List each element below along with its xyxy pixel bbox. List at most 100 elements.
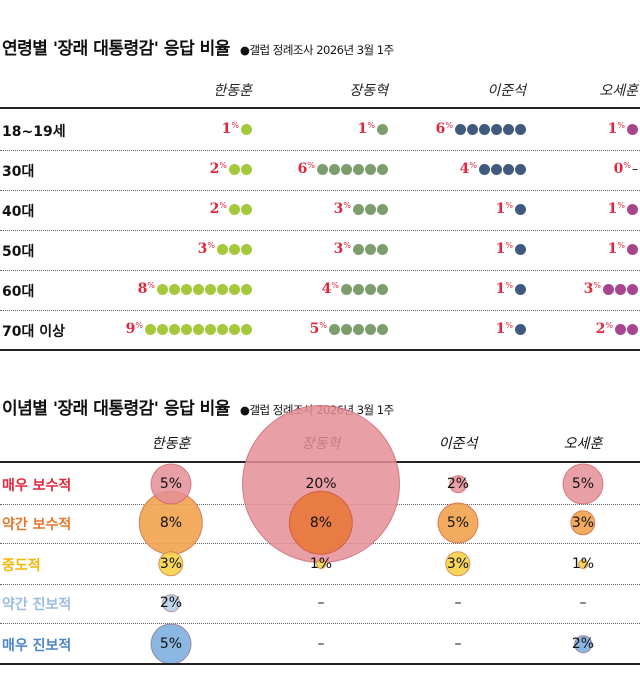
value-label: 1 bbox=[357, 121, 368, 137]
dot-mark bbox=[515, 283, 526, 295]
value-label: 2 bbox=[209, 161, 220, 177]
data-cell: 1% bbox=[222, 121, 252, 137]
row-separator bbox=[0, 270, 640, 271]
dot-mark bbox=[193, 283, 204, 295]
candidate-header: 한동훈 bbox=[213, 83, 252, 99]
percent-sign: % bbox=[331, 281, 339, 290]
dot-mark bbox=[205, 323, 216, 335]
percent-sign: % bbox=[219, 201, 227, 210]
dot-mark bbox=[515, 163, 526, 175]
bubble-mark bbox=[578, 559, 588, 569]
bottom-rule bbox=[0, 663, 640, 665]
dot-mark bbox=[169, 283, 180, 295]
percent-sign: % bbox=[623, 161, 631, 170]
candidate-header: 장동혁 bbox=[349, 83, 388, 99]
percent-sign: % bbox=[147, 281, 155, 290]
dot-mark bbox=[229, 283, 240, 295]
title-text: 연령별 '장래 대통령감' 응답 비율 bbox=[2, 39, 230, 59]
value-label: 1% bbox=[571, 556, 595, 572]
dot-mark bbox=[377, 243, 388, 255]
data-cell: 9% bbox=[126, 321, 252, 337]
bubble-mark bbox=[570, 510, 596, 536]
dot-mark bbox=[515, 323, 526, 335]
dot-mark bbox=[365, 283, 376, 295]
value-label: – bbox=[317, 595, 325, 611]
dot-mark bbox=[365, 243, 376, 255]
value-label: – bbox=[454, 595, 462, 611]
dot-mark bbox=[491, 123, 502, 135]
percent-sign: % bbox=[617, 201, 625, 210]
dot-mark bbox=[365, 323, 376, 335]
bubble-mark bbox=[150, 623, 192, 665]
percent-sign: % bbox=[505, 201, 513, 210]
bubble-mark bbox=[562, 463, 604, 505]
dot-mark bbox=[181, 283, 192, 295]
dot-mark bbox=[169, 323, 180, 335]
dot-mark bbox=[157, 323, 168, 335]
value-label: 1 bbox=[495, 201, 506, 217]
dot-mark bbox=[241, 123, 252, 135]
data-cell: 4% bbox=[322, 281, 388, 297]
value-label: 3% bbox=[571, 515, 595, 531]
dot-mark bbox=[365, 163, 376, 175]
source-note: ●갤럽 정례조사 2026년 3월 1주 bbox=[239, 43, 394, 57]
dot-mark bbox=[503, 163, 514, 175]
data-cell: 1% bbox=[496, 241, 526, 257]
dot-mark bbox=[217, 243, 228, 255]
value-label: – bbox=[317, 636, 325, 652]
dot-mark bbox=[627, 283, 638, 295]
dot-mark bbox=[377, 323, 388, 335]
dot-mark bbox=[241, 203, 252, 215]
row-separator bbox=[0, 150, 640, 151]
percent-sign: % bbox=[135, 321, 143, 330]
data-cell: 6% bbox=[436, 121, 526, 137]
value-label: 20% bbox=[305, 476, 337, 492]
dot-mark bbox=[353, 283, 364, 295]
percent-sign: % bbox=[343, 201, 351, 210]
percent-sign: % bbox=[505, 281, 513, 290]
value-label: 5% bbox=[159, 636, 183, 652]
value-label: 3 bbox=[197, 241, 208, 257]
row-label: 18~19세 bbox=[2, 124, 66, 140]
data-cell: 2% bbox=[210, 161, 252, 177]
dot-mark bbox=[627, 203, 638, 215]
row-separator bbox=[0, 623, 640, 624]
data-cell: 2% bbox=[210, 201, 252, 217]
dot-mark bbox=[341, 323, 352, 335]
dot-mark bbox=[229, 323, 240, 335]
candidate-header: 오세훈 bbox=[563, 436, 603, 452]
percent-sign: % bbox=[307, 161, 315, 170]
percent-sign: % bbox=[617, 241, 625, 250]
dot-mark bbox=[491, 163, 502, 175]
value-label: – bbox=[454, 636, 462, 652]
dot-mark bbox=[145, 323, 156, 335]
percent-sign: % bbox=[319, 321, 327, 330]
dot-mark bbox=[467, 123, 478, 135]
dot-mark bbox=[627, 123, 638, 135]
value-label: 1 bbox=[495, 321, 506, 337]
row-label: 매우 진보적 bbox=[2, 638, 72, 654]
value-label: 1 bbox=[495, 281, 506, 297]
value-label: 5% bbox=[159, 476, 183, 492]
row-label: 60대 bbox=[2, 284, 35, 300]
dot-mark bbox=[515, 243, 526, 255]
dot-mark bbox=[515, 123, 526, 135]
data-cell: 4% bbox=[460, 161, 526, 177]
dot-mark bbox=[627, 243, 638, 255]
value-label: 1 bbox=[607, 201, 618, 217]
dot-mark bbox=[365, 203, 376, 215]
bubble-mark bbox=[150, 463, 192, 505]
row-label: 40대 bbox=[2, 204, 35, 220]
value-label: 8% bbox=[309, 515, 333, 531]
row-label: 매우 보수적 bbox=[2, 478, 72, 494]
row-separator bbox=[0, 230, 640, 231]
dot-mark bbox=[479, 163, 490, 175]
candidate-header: 오세훈 bbox=[599, 83, 638, 99]
row-separator bbox=[0, 310, 640, 311]
dot-mark bbox=[193, 323, 204, 335]
data-cell: 1% bbox=[608, 121, 638, 137]
value-label: 0 bbox=[613, 161, 624, 177]
data-cell: 1% bbox=[496, 281, 526, 297]
bubble-mark bbox=[449, 475, 467, 493]
data-cell: 3% bbox=[584, 281, 638, 297]
